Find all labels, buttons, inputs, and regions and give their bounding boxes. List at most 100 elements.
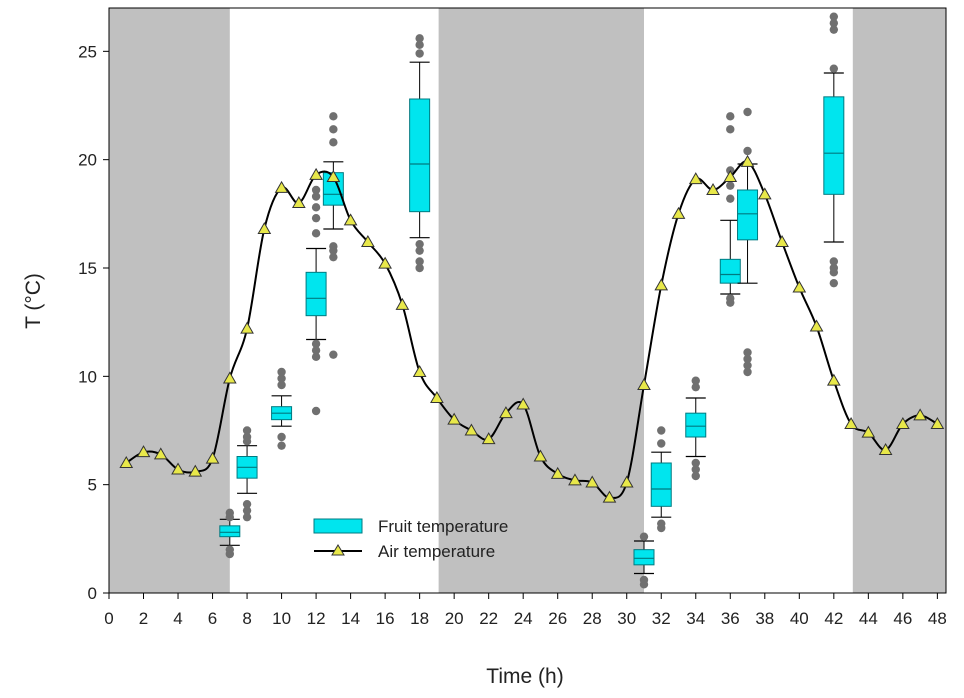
x-tick-label: 12 (307, 609, 326, 628)
outlier-point (242, 506, 252, 515)
outlier-point (691, 471, 700, 481)
x-tick-label: 44 (859, 609, 878, 628)
air-temperature-point (119, 455, 134, 468)
y-tick-label: 25 (78, 42, 97, 61)
plot-frame (108, 7, 947, 594)
x-tick-label: 30 (617, 609, 636, 628)
outlier-point (743, 361, 752, 370)
x-tick-label: 4 (173, 609, 182, 628)
outlier-point (829, 64, 839, 73)
air-temperature-point (533, 449, 548, 462)
outlier-point (657, 519, 666, 528)
x-tick-label: 6 (208, 609, 217, 628)
x-tick-label: 34 (686, 609, 705, 628)
outlier-point (311, 185, 321, 195)
outlier-point (329, 125, 338, 134)
box-iqr (685, 412, 707, 438)
outlier-point (415, 49, 424, 58)
air-temperature-point (361, 234, 375, 247)
air-temperature-point (222, 371, 237, 384)
x-axis-title: Time (h) (486, 665, 563, 688)
air-temperature-point (153, 447, 168, 460)
air-temperature-point (706, 182, 720, 195)
outlier-point (311, 346, 321, 355)
box-iqr (719, 258, 741, 284)
x-tick-label: 22 (479, 609, 498, 628)
night-shading (109, 8, 946, 593)
outlier-point (415, 257, 424, 266)
box-iqr (737, 189, 759, 241)
air-temperature-point (740, 154, 755, 167)
x-tick-label: 18 (410, 609, 429, 628)
y-axis-title: T (°C) (22, 273, 45, 329)
air-temperature-point (654, 278, 669, 291)
x-tick-label: 40 (790, 609, 809, 628)
box-iqr (409, 98, 431, 213)
x-tick-label: 28 (583, 609, 602, 628)
fruit-boxplot (719, 112, 741, 307)
outlier-point (829, 18, 839, 28)
x-tick-label: 14 (341, 609, 360, 628)
outlier-point (743, 348, 752, 357)
outlier-point (277, 374, 286, 383)
x-tick-label: 20 (445, 609, 464, 628)
x-tick-label: 46 (893, 609, 912, 628)
outlier-point (415, 34, 424, 43)
outlier-point (277, 441, 286, 450)
air-temperature-point (481, 432, 496, 445)
outlier-point (311, 203, 321, 212)
air-temperature-point (136, 445, 151, 458)
air-temperature-point (602, 490, 617, 503)
y-tick-label: 10 (78, 367, 97, 386)
y-axis-ticks: 0 5 10 15 20 25 (78, 42, 109, 603)
outlier-point (242, 499, 252, 509)
outlier-point (743, 367, 752, 377)
outlier-point (415, 40, 424, 50)
outlier-point (829, 278, 839, 288)
air-temperature-point (809, 319, 824, 332)
air-temperature-point (395, 297, 410, 310)
outlier-point (415, 246, 424, 255)
x-tick-label: 16 (376, 609, 395, 628)
x-tick-label: 38 (755, 609, 774, 628)
outlier-point (311, 339, 321, 349)
outlier-point (329, 350, 338, 359)
outlier-point (691, 376, 700, 385)
outlier-point (743, 146, 752, 156)
outlier-point (225, 545, 235, 554)
outlier-point (242, 426, 252, 435)
air-temperature-point (447, 412, 462, 425)
outlier-point (691, 458, 700, 468)
legend-label-fruit: Fruit temperature (378, 517, 508, 536)
air-temperature-point (826, 373, 841, 386)
outlier-point (726, 194, 735, 203)
box-iqr (823, 96, 845, 195)
outlier-point (277, 367, 286, 377)
legend-box-swatch (313, 518, 363, 534)
plot-border (108, 7, 947, 594)
air-temperature-point (257, 221, 272, 234)
outlier-point (277, 380, 286, 390)
outlier-point (415, 239, 424, 249)
outlier-point (225, 508, 235, 518)
air-temperature-point (188, 464, 203, 477)
air-temperature-point (291, 195, 306, 208)
night-band (109, 8, 230, 593)
outlier-point (329, 138, 338, 147)
fruit-boxplot (737, 107, 759, 377)
air-temperature-point (240, 321, 254, 334)
outlier-point (743, 354, 752, 364)
box-iqr (305, 271, 327, 317)
air-temperature-point (378, 256, 392, 269)
outlier-point (639, 532, 649, 541)
y-tick-label: 15 (78, 259, 97, 278)
fruit-boxplot (823, 12, 845, 288)
outlier-point (726, 181, 735, 190)
fruit-boxplot (236, 426, 258, 522)
outlier-point (311, 229, 321, 238)
x-tick-label: 36 (721, 609, 740, 628)
night-band (438, 8, 644, 593)
fruit-boxplot (409, 34, 431, 273)
outlier-point (691, 382, 700, 392)
